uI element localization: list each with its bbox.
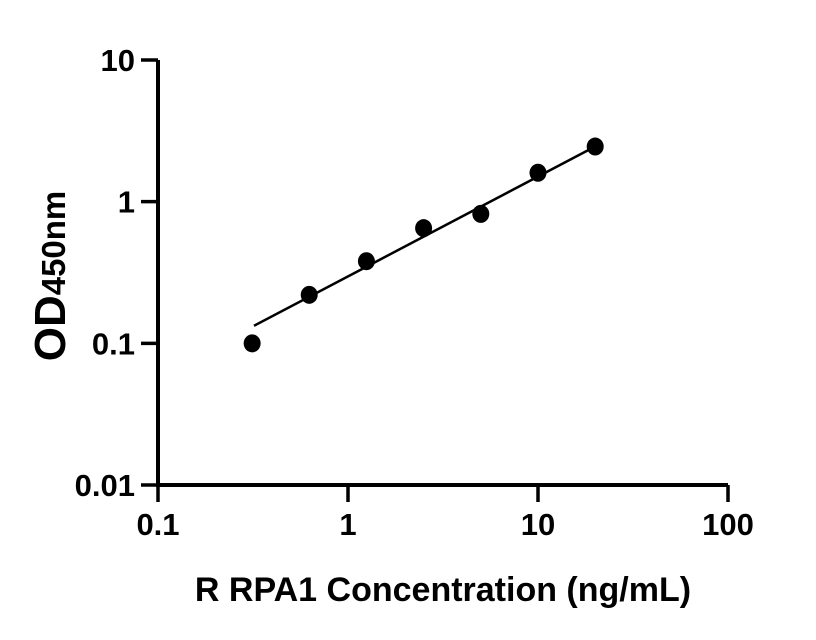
axis-spine [156, 60, 728, 487]
y-axis-title-subscript: 450nm [35, 191, 72, 296]
x-axis-tick-label: 10 [521, 507, 555, 542]
data-point [300, 285, 318, 304]
data-point [586, 137, 604, 156]
y-axis-title-main: OD [26, 295, 75, 361]
data-point [472, 204, 490, 223]
data-point [415, 219, 433, 238]
data-point [357, 252, 375, 271]
x-axis-title: R RPA1 Concentration (ng/mL) [195, 571, 691, 609]
x-axis-tick-label: 1 [339, 507, 356, 542]
x-axis-tick-label: 0.1 [136, 507, 179, 542]
x-axis-tick-label: 100 [702, 507, 754, 542]
y-axis-tick-label: 1 [118, 185, 135, 220]
data-point [529, 163, 547, 182]
data-point [243, 334, 261, 353]
y-axis-tick-label: 0.1 [92, 326, 135, 361]
y-axis-tick-label: 0.01 [75, 468, 135, 503]
y-axis-title: OD450nm [26, 191, 75, 362]
y-axis-tick-label: 10 [101, 43, 135, 78]
